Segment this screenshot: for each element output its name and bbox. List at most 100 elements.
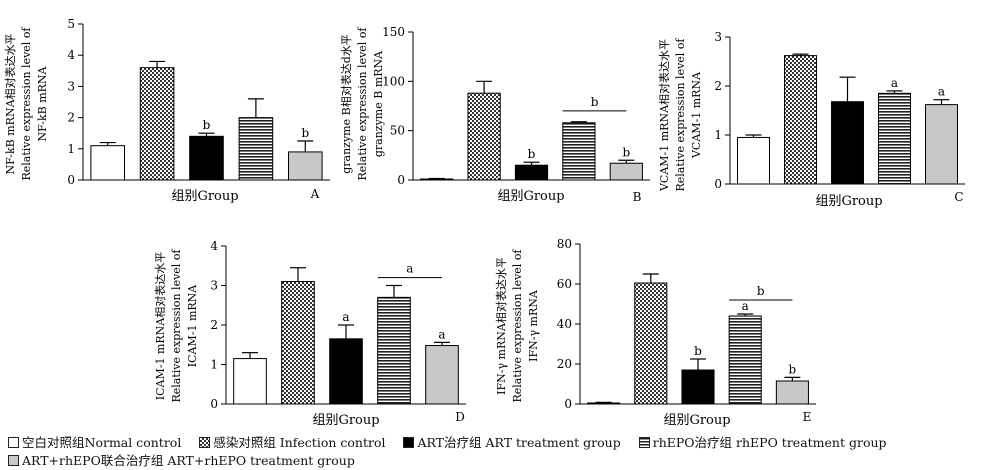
y-tick-label: 2	[67, 111, 75, 125]
y-tick-label: 100	[382, 74, 405, 88]
legend-swatch-infection	[199, 437, 211, 448]
y-axis-label: ICAM-1 mRNA	[186, 284, 199, 368]
y-tick-label: 1	[67, 142, 75, 156]
y-axis-label: IFN-γ mRNA相对表达水平	[494, 257, 508, 395]
bar-normal	[737, 136, 770, 185]
y-tick-label: 80	[557, 237, 572, 251]
y-tick-label: 60	[557, 277, 572, 291]
panel-letter: C	[954, 190, 963, 204]
x-axis-label: 组别Group	[171, 189, 238, 204]
y-axis-label: Relative expression level of	[356, 27, 369, 181]
chart-panel-a: 0 1 2 3 4 5 NF-kB mRNA相对表达水平 Relative expressio…	[3, 17, 330, 204]
significance-bracket-label: a	[406, 262, 413, 276]
legend-label-combo: ART+rhEPO联合治疗组 ART+rhEPO treatment group	[22, 453, 355, 468]
y-tick-label: 0	[714, 177, 722, 191]
y-tick-label: 0	[67, 173, 75, 187]
y-tick-label: 2	[714, 79, 722, 93]
legend-row-1: 空白对照组Normal control 感染对照组 Infection cont…	[8, 434, 993, 452]
y-axis-label: granzyme B相对表达d水平	[339, 34, 353, 174]
bar-combo	[925, 104, 958, 185]
bar-infection	[281, 281, 315, 405]
legend: 空白对照组Normal control 感染对照组 Infection cont…	[8, 434, 993, 470]
legend-item-normal: 空白对照组Normal control	[8, 434, 181, 452]
y-tick-label: 0	[210, 397, 218, 411]
bar-art	[514, 164, 549, 181]
y-tick-label: 1	[714, 128, 722, 142]
bar-combo	[609, 162, 643, 181]
bar-rhepo	[728, 315, 762, 405]
bar-art	[329, 338, 363, 405]
bar-art	[681, 369, 715, 405]
bar-combo	[775, 380, 809, 405]
bar-combo	[425, 345, 459, 405]
bar-normal	[90, 145, 125, 181]
bar-art	[831, 101, 864, 185]
significance-mark: b	[694, 344, 702, 358]
y-axis-label: NF-kB mRNA	[36, 65, 49, 141]
chart-panel-b: 0 50 100 150 granzyme B相对表达d水平 Relative expre…	[339, 25, 650, 204]
significance-mark: a	[342, 310, 349, 324]
y-axis-label: Relative expression level of	[511, 249, 524, 403]
panel-letter: E	[803, 410, 812, 424]
x-axis-label: 组别Group	[815, 194, 882, 209]
legend-item-rhepo: rhEPO治疗组 rhEPO treatment group	[638, 434, 887, 452]
bar-infection	[139, 67, 175, 181]
significance-mark: a	[891, 76, 898, 90]
x-axis-label: 组别Group	[497, 189, 564, 204]
bar-art	[189, 135, 224, 181]
bar-infection	[784, 55, 817, 185]
bar-infection	[467, 92, 501, 181]
significance-mark: b	[789, 362, 797, 376]
chart-panel-d: 0 1 2 3 4 ICAM-1 mRNA相对表达水平 Relative expressio…	[153, 239, 466, 428]
y-tick-label: 20	[557, 357, 572, 371]
y-axis-label: Relative expression level of	[674, 38, 687, 192]
y-tick-label: 40	[557, 317, 572, 331]
y-tick-label: 3	[210, 279, 218, 293]
bar-rhepo	[878, 92, 911, 185]
legend-item-infection: 感染对照组 Infection control	[199, 434, 385, 452]
legend-row-2: ART+rhEPO联合治疗组 ART+rhEPO treatment group	[8, 452, 993, 470]
legend-label-rhepo: rhEPO治疗组 rhEPO treatment group	[652, 435, 887, 450]
legend-label-normal: 空白对照组Normal control	[22, 435, 182, 450]
y-axis-label: VCAM-1 mRNA相对表达水平	[657, 39, 671, 192]
y-tick-label: 1	[210, 358, 218, 372]
y-tick-label: 0	[397, 173, 405, 187]
significance-mark: b	[622, 145, 630, 159]
x-axis-label: 组别Group	[663, 413, 730, 428]
y-axis-label: granzyme B mRNA	[372, 50, 385, 157]
significance-mark: b	[528, 147, 536, 161]
y-axis-label: Relative expression level of	[20, 27, 33, 181]
y-axis-label: NF-kB mRNA相对表达水平	[3, 33, 17, 174]
y-axis-label: VCAM-1 mRNA	[690, 71, 703, 159]
y-tick-label: 4	[67, 48, 75, 62]
legend-label-infection: 感染对照组 Infection control	[213, 435, 386, 450]
x-axis-label: 组别Group	[312, 413, 379, 428]
panel-letter: A	[310, 187, 320, 201]
y-axis-label: ICAM-1 mRNA相对表达水平	[153, 252, 167, 400]
legend-item-combo: ART+rhEPO联合治疗组 ART+rhEPO treatment group	[8, 452, 355, 470]
bar-rhepo	[238, 117, 274, 181]
chart-panel-e: 0 20 40 60 80 IFN-γ mRNA相对表达水平 Relative expres…	[494, 237, 816, 428]
bar-normal	[233, 358, 267, 405]
bar-normal	[420, 178, 454, 181]
chart-panel-c: 0 1 2 3 VCAM-1 mRNA相对表达水平 Relative expression…	[657, 30, 965, 209]
y-axis-label: IFN-γ mRNA	[527, 289, 540, 362]
significance-mark: b	[203, 118, 211, 132]
legend-swatch-combo	[8, 455, 19, 466]
y-tick-label: 50	[390, 124, 405, 138]
bar-combo	[288, 151, 323, 181]
bar-normal	[587, 402, 621, 405]
bar-infection	[634, 282, 668, 405]
significance-bracket-label: b	[591, 95, 599, 109]
y-tick-label: 3	[714, 30, 722, 44]
y-tick-label: 5	[67, 17, 75, 31]
y-tick-label: 150	[382, 25, 405, 39]
significance-mark: b	[301, 126, 309, 140]
legend-label-art: ART治疗组 ART treatment group	[417, 435, 621, 450]
panel-letter: D	[455, 410, 465, 424]
y-axis-label: Relative expression level of	[170, 249, 183, 403]
legend-swatch-art	[403, 437, 415, 448]
y-tick-label: 0	[564, 397, 572, 411]
legend-item-art: ART治疗组 ART treatment group	[403, 434, 621, 452]
